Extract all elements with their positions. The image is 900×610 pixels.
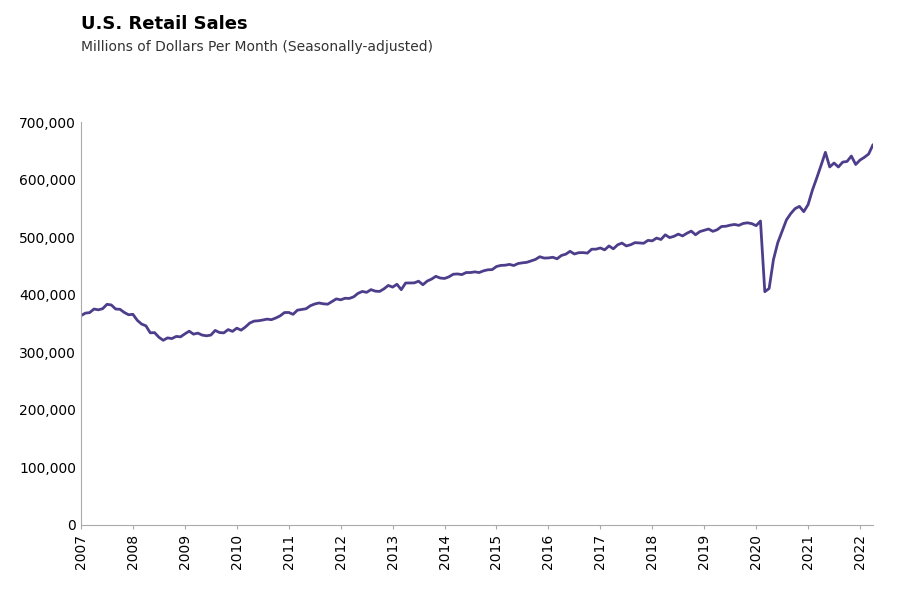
- Text: Millions of Dollars Per Month (Seasonally-adjusted): Millions of Dollars Per Month (Seasonall…: [81, 40, 433, 54]
- Text: U.S. Retail Sales: U.S. Retail Sales: [81, 15, 248, 34]
